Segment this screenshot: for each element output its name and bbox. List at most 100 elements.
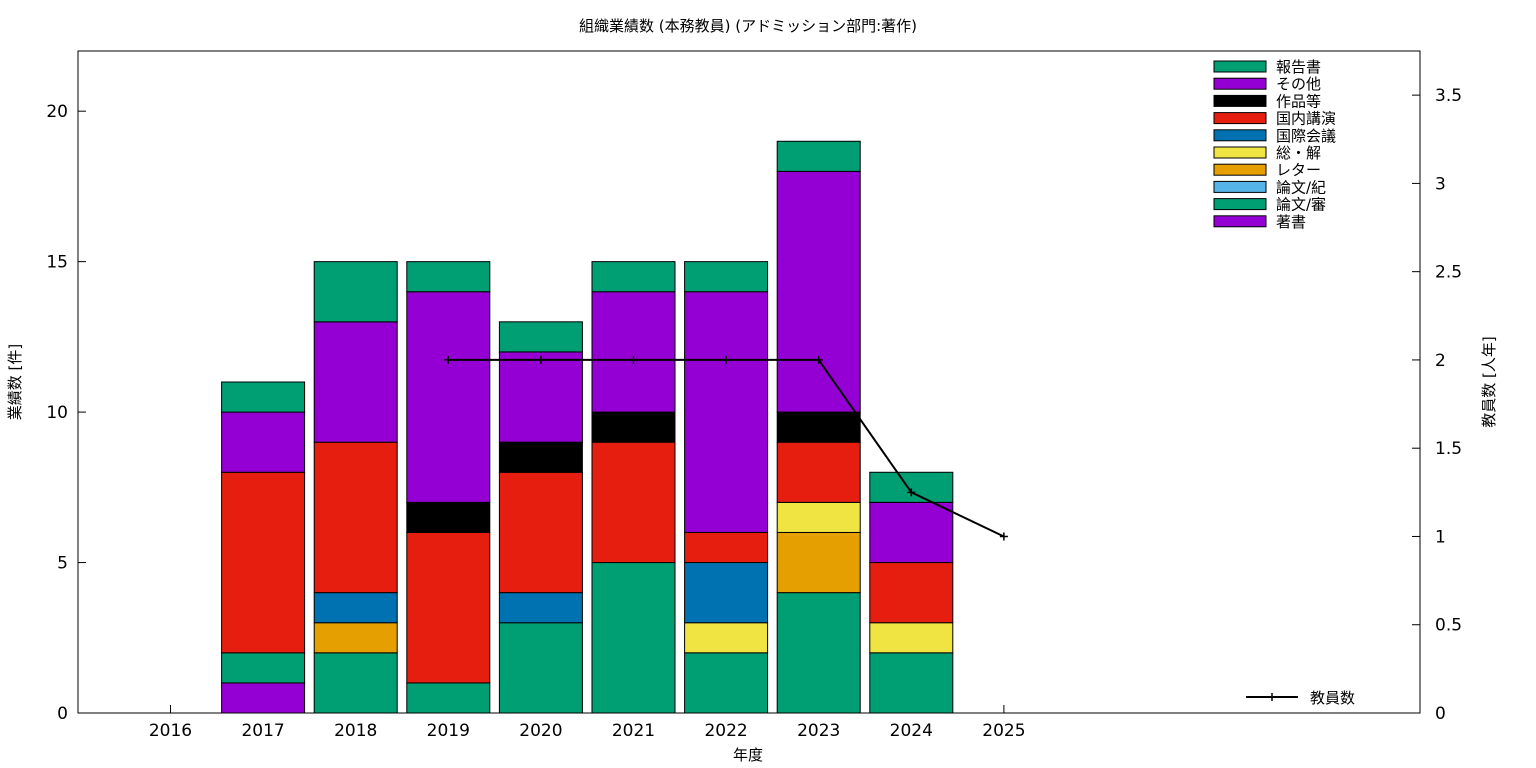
legend-label: 著書 <box>1276 213 1306 231</box>
bar-segment <box>498 471 583 594</box>
legend-swatch <box>1213 180 1267 193</box>
x-tick-label: 2025 <box>982 721 1025 741</box>
legend-label: 報告書 <box>1276 58 1321 76</box>
line-point-marker <box>999 532 1008 541</box>
bar-segment <box>684 652 769 714</box>
y2-tick-label: 0 <box>1435 704 1446 724</box>
bar-segment <box>776 170 861 413</box>
y2-tick-label: 1.5 <box>1435 439 1462 459</box>
y2-tick-label: 2.5 <box>1435 263 1462 283</box>
line-point-marker <box>444 355 453 364</box>
bar-segment <box>776 531 861 594</box>
bar-segment <box>406 501 491 533</box>
stacked-bars <box>221 140 954 714</box>
legend-swatch <box>1213 146 1267 159</box>
bar-segment <box>313 261 398 323</box>
y2-tick-label: 1 <box>1435 527 1446 547</box>
x-tick-label: 2019 <box>427 721 470 741</box>
bar-segment <box>406 291 491 503</box>
bar-segment <box>869 652 954 714</box>
y2-tick-label: 2 <box>1435 351 1446 371</box>
x-tick-label: 2021 <box>612 721 655 741</box>
line-point-marker <box>722 355 731 364</box>
legend-swatch <box>1213 198 1267 211</box>
chart-title: 組織業績数 (本務教員) (アドミッション部門:著作) <box>579 17 917 35</box>
bar-segment <box>221 381 306 413</box>
bar-segment <box>776 592 861 714</box>
bar-segment <box>498 592 583 624</box>
bar-segment <box>869 622 954 654</box>
y-tick-label: 10 <box>46 403 68 423</box>
bar-segment <box>684 261 769 293</box>
bar-segment <box>313 652 398 714</box>
x-axis-label: 年度 <box>733 746 763 764</box>
bar-segment <box>221 652 306 684</box>
line-point-marker <box>629 355 638 364</box>
bar-segment <box>221 471 306 654</box>
bar-segment <box>498 441 583 473</box>
x-tick-label: 2023 <box>797 721 840 741</box>
x-tick-label: 2018 <box>334 721 377 741</box>
bar-segment <box>313 441 398 594</box>
y2-tick-label: 3.5 <box>1435 86 1462 106</box>
legend-label: レター <box>1276 161 1321 179</box>
faculty-count-line <box>444 355 1008 541</box>
bar-segment <box>869 562 954 624</box>
legend-swatch <box>1213 60 1267 73</box>
y2-tick-label: 0.5 <box>1435 616 1462 636</box>
legend-label: 作品等 <box>1276 92 1321 110</box>
y-tick-label: 15 <box>46 253 68 273</box>
legend-swatch <box>1213 77 1267 90</box>
bar-segment <box>498 321 583 353</box>
bar-segment <box>221 411 306 473</box>
axis-ticks: 0 5 10 15 20 0 0.5 1 1.5 2 2.5 3 3.5 2016 2017 2018 2019… <box>46 86 1462 741</box>
bar-segment <box>406 531 491 684</box>
bar-segment <box>869 471 954 503</box>
legend-swatch <box>1213 215 1267 228</box>
legend-swatch <box>1213 112 1267 125</box>
line-point-marker <box>907 488 916 497</box>
plot-frame <box>77 50 1421 714</box>
bar-segment <box>406 682 491 714</box>
bar-segment <box>776 411 861 443</box>
legend-label: 論文/紀 <box>1276 178 1326 196</box>
bar-segment <box>591 441 676 564</box>
bar-segment <box>498 622 583 714</box>
bar-segment <box>591 411 676 443</box>
bar-segment <box>684 622 769 654</box>
y-tick-label: 5 <box>57 554 68 574</box>
bar-segment <box>313 321 398 443</box>
bar-segment <box>313 592 398 624</box>
legend-line-label: 教員数 <box>1310 689 1355 707</box>
y2-tick-label: 3 <box>1435 174 1446 194</box>
bar-segment <box>776 501 861 533</box>
y-axis-label: 業績数 [件] <box>6 344 24 420</box>
legend-swatch <box>1213 129 1267 142</box>
x-tick-label: 2024 <box>890 721 933 741</box>
y2-axis-label: 教員数 [人年] <box>1480 336 1498 427</box>
bar-segment <box>776 140 861 172</box>
bar-segment <box>684 531 769 564</box>
bar-segment <box>406 261 491 293</box>
bar-segment <box>684 291 769 533</box>
x-tick-label: 2016 <box>149 721 192 741</box>
legend-label: その他 <box>1276 75 1321 93</box>
y-tick-label: 20 <box>46 102 68 122</box>
x-tick-label: 2022 <box>704 721 747 741</box>
legend-label: 国際会議 <box>1276 127 1336 145</box>
line-point-marker <box>536 355 545 364</box>
bar-segment <box>776 441 861 503</box>
legend-line-marker <box>1268 693 1276 701</box>
line-point-marker <box>814 355 823 364</box>
bar-segment <box>869 501 954 564</box>
bar-segment <box>591 562 676 714</box>
legend-label: 国内講演 <box>1276 110 1336 128</box>
legend-swatch <box>1213 94 1267 107</box>
bar-segment <box>498 351 583 443</box>
bar-segment <box>313 622 398 654</box>
legend-label: 論文/審 <box>1276 196 1326 214</box>
legend-swatch <box>1213 163 1267 176</box>
bar-segment <box>221 682 306 714</box>
